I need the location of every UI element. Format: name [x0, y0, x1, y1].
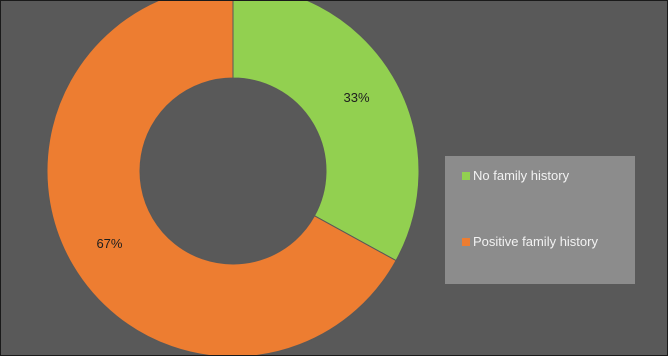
- data-label-positive-family-history: 67%: [96, 236, 122, 251]
- legend: No family history Positive family histor…: [445, 156, 635, 284]
- slice-positive-family-history: [46, 1, 397, 355]
- legend-label-positive-family-history: Positive family history: [473, 234, 598, 249]
- legend-item-positive-family-history: Positive family history: [462, 233, 623, 251]
- legend-swatch-positive-family-history: [462, 238, 470, 246]
- slice-no-family-history: [232, 1, 420, 262]
- legend-label-no-family-history: No family history: [473, 168, 570, 183]
- legend-swatch-no-family-history: [462, 172, 470, 180]
- data-label-no-family-history: 33%: [344, 90, 370, 105]
- legend-item-no-family-history: No family history: [462, 167, 623, 185]
